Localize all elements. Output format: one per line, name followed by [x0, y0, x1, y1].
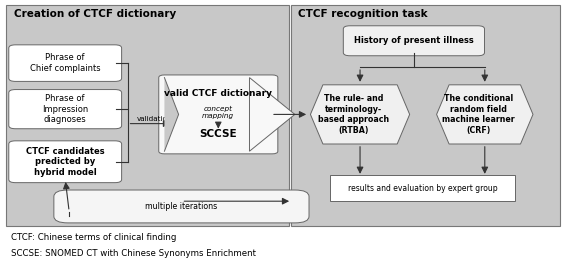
Text: History of present illness: History of present illness	[354, 36, 474, 45]
Text: Phrase of
Chief complaints: Phrase of Chief complaints	[30, 53, 100, 73]
Text: multiple iterations: multiple iterations	[145, 202, 218, 211]
Text: SCCSE: SCCSE	[200, 129, 237, 139]
Polygon shape	[164, 78, 179, 151]
Text: SCCSE: SNOMED CT with Chinese Synonyms Enrichment: SCCSE: SNOMED CT with Chinese Synonyms E…	[11, 249, 256, 257]
Text: results and evaluation by expert group: results and evaluation by expert group	[348, 184, 497, 193]
Text: concept
mapping: concept mapping	[202, 106, 234, 119]
Polygon shape	[437, 85, 533, 144]
Text: The conditional
random field
machine learner
(CRF): The conditional random field machine lea…	[442, 94, 515, 134]
Text: valid CTCF dictionary: valid CTCF dictionary	[164, 89, 272, 98]
FancyBboxPatch shape	[343, 26, 484, 56]
FancyBboxPatch shape	[54, 190, 309, 223]
Text: The rule- and
terminology-
based approach
(RTBA): The rule- and terminology- based approac…	[318, 94, 390, 134]
Polygon shape	[311, 85, 409, 144]
FancyBboxPatch shape	[9, 141, 121, 183]
FancyBboxPatch shape	[330, 175, 515, 201]
Text: CTCF candidates
predicted by
hybrid model: CTCF candidates predicted by hybrid mode…	[26, 147, 104, 177]
FancyBboxPatch shape	[9, 45, 121, 82]
Text: Phrase of
Impression
diagnoses: Phrase of Impression diagnoses	[42, 94, 88, 124]
FancyBboxPatch shape	[291, 5, 560, 226]
Text: Creation of CTCF dictionary: Creation of CTCF dictionary	[14, 9, 176, 19]
Text: CTCF: Chinese terms of clinical finding: CTCF: Chinese terms of clinical finding	[11, 233, 177, 242]
FancyBboxPatch shape	[159, 75, 278, 154]
FancyBboxPatch shape	[6, 5, 289, 226]
Polygon shape	[249, 78, 295, 151]
Text: validation: validation	[137, 116, 172, 122]
Text: CTCF recognition task: CTCF recognition task	[298, 9, 428, 19]
FancyBboxPatch shape	[9, 89, 121, 129]
